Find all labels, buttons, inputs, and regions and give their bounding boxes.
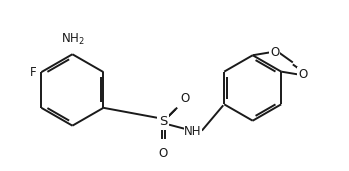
Text: NH: NH bbox=[184, 125, 202, 138]
Text: S: S bbox=[159, 115, 167, 128]
Text: F: F bbox=[30, 66, 36, 79]
Text: O: O bbox=[180, 92, 189, 105]
Text: O: O bbox=[298, 68, 308, 81]
Text: O: O bbox=[270, 46, 279, 59]
Text: NH$_2$: NH$_2$ bbox=[60, 32, 84, 47]
Text: O: O bbox=[158, 147, 168, 160]
